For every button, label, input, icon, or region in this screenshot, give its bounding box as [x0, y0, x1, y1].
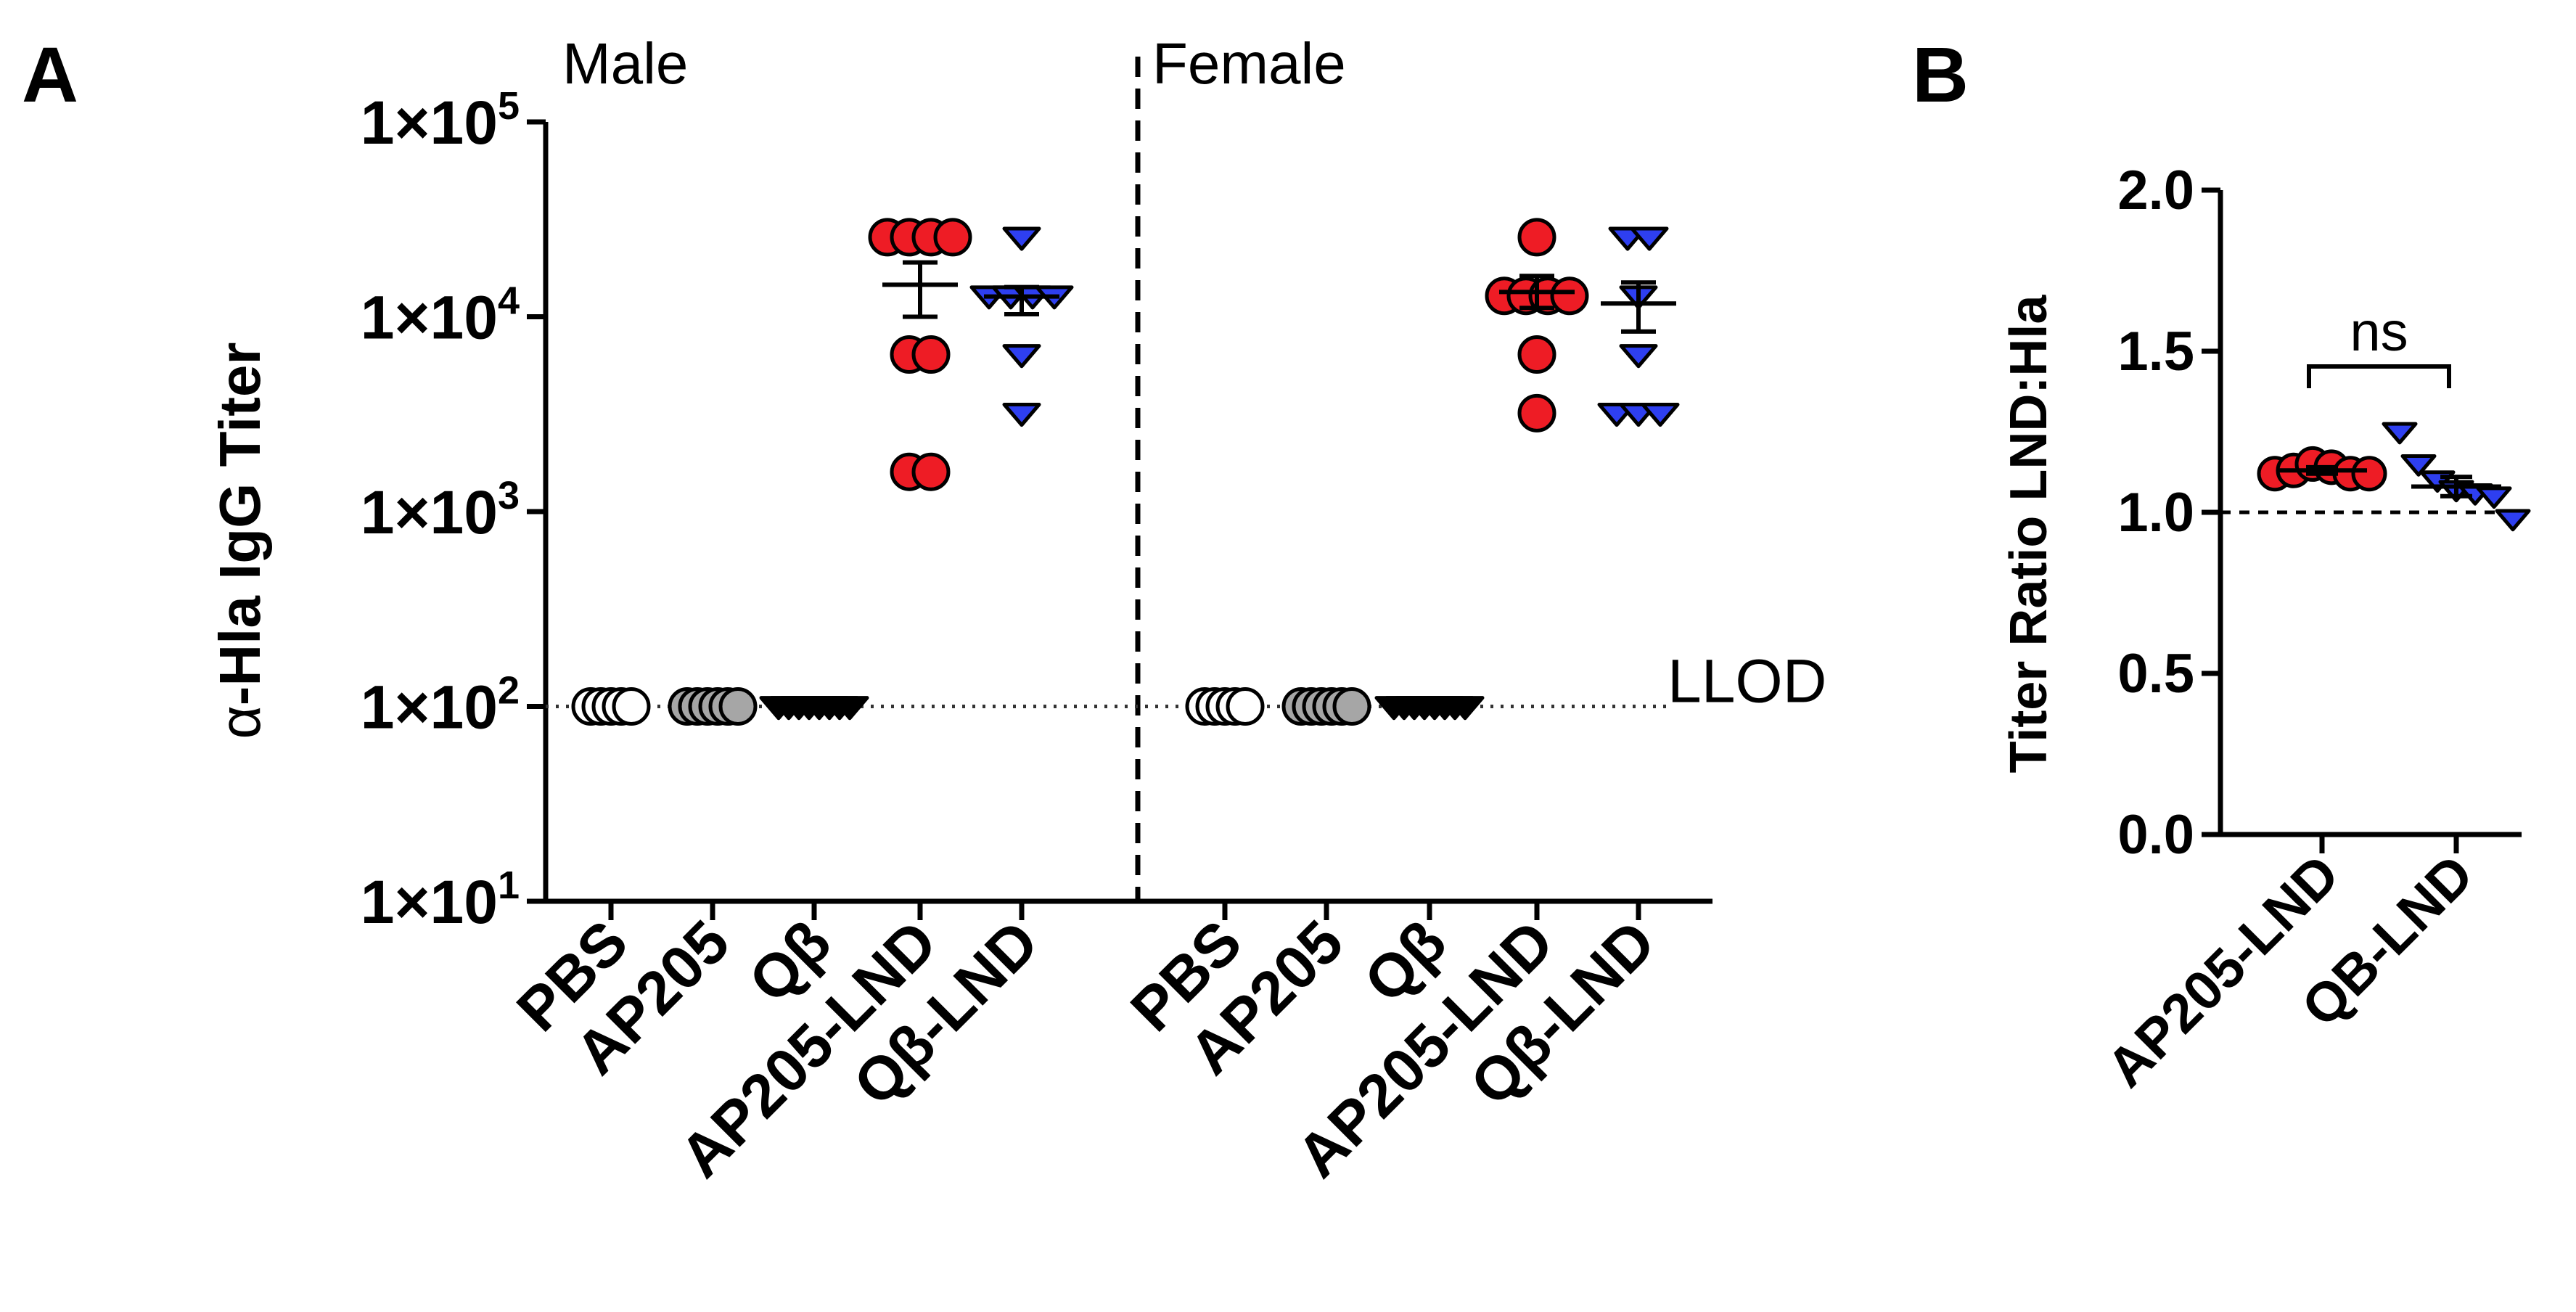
panel-b-y-tick-label: 2.0	[2117, 160, 2194, 221]
panel-a-y-tick-label: 1×105	[361, 84, 520, 157]
data-point	[2495, 509, 2531, 532]
data-point	[1332, 687, 1371, 726]
data-point	[1550, 276, 1589, 316]
panel-b-category-label: AP205-LND	[2095, 843, 2351, 1099]
data-point	[1002, 402, 1041, 427]
panel-b-y-label: Titer Ratio LND:Hla	[2000, 295, 2058, 774]
panel-b-y-tick-label: 0.0	[2117, 804, 2194, 866]
data-point	[2382, 422, 2418, 445]
data-point	[1002, 344, 1041, 369]
group-label-male: Male	[562, 31, 688, 96]
significance-bracket	[2307, 364, 2451, 388]
data-point	[1226, 687, 1265, 726]
data-point	[1517, 393, 1556, 432]
data-point	[1517, 218, 1556, 257]
data-point	[1630, 226, 1669, 251]
data-point	[1641, 402, 1680, 427]
data-point	[1002, 226, 1041, 251]
panel-b-y-tick-label: 0.5	[2117, 643, 2194, 705]
panel-a-y-label: α-Hla IgG Titer	[208, 342, 272, 739]
panel-a-y-tick-label: 1×104	[361, 279, 520, 352]
data-point	[1445, 696, 1485, 721]
data-point	[2476, 486, 2512, 509]
panel-letter-a: A	[22, 30, 78, 118]
data-point	[830, 696, 869, 721]
data-point	[1619, 344, 1658, 369]
panel-b-y-tick-label: 1.5	[2117, 321, 2194, 382]
significance-label: ns	[2350, 301, 2408, 363]
panel-a-y-tick-label: 1×101	[361, 864, 520, 936]
data-point	[718, 687, 758, 726]
panel-b-y-tick-label: 1.0	[2117, 482, 2194, 544]
panel-a-y-tick-label: 1×103	[361, 474, 520, 546]
data-point	[2351, 456, 2387, 492]
llod-label: LLOD	[1668, 647, 1826, 716]
group-label-female: Female	[1152, 31, 1346, 96]
data-point	[933, 218, 972, 257]
panel-letter-b: B	[1912, 30, 1969, 118]
data-point	[1517, 335, 1556, 374]
data-point	[2400, 454, 2437, 477]
data-point	[612, 687, 651, 726]
data-point	[911, 452, 951, 491]
data-point	[911, 335, 951, 374]
panel-a-y-tick-label: 1×102	[361, 669, 520, 742]
